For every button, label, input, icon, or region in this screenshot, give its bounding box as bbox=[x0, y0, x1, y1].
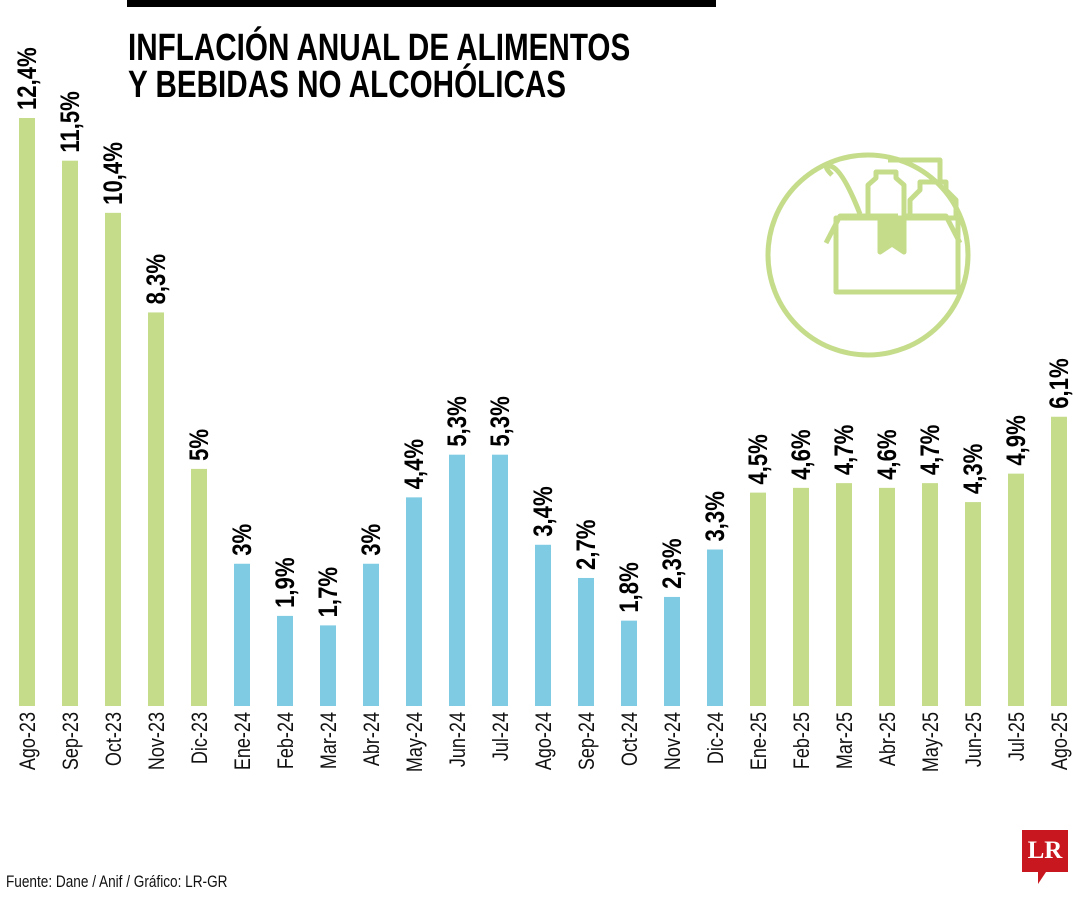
category-label: Feb-24 bbox=[274, 712, 298, 769]
lr-logo-tail bbox=[1038, 872, 1046, 884]
category-label: Abr-25 bbox=[876, 712, 900, 766]
title-rule bbox=[127, 0, 716, 7]
category-label: Jul-24 bbox=[489, 712, 513, 761]
value-label: 4,9% bbox=[1002, 415, 1032, 465]
category-label: Ago-24 bbox=[532, 712, 556, 770]
value-label: 4,6% bbox=[787, 429, 817, 479]
value-label: 5,3% bbox=[443, 396, 473, 446]
bar-Sep-23 bbox=[62, 160, 78, 706]
bar-Feb-24 bbox=[277, 615, 293, 706]
value-label: 12,4% bbox=[13, 47, 43, 110]
bar-Abr-25 bbox=[879, 487, 895, 706]
category-label: Oct-24 bbox=[618, 712, 642, 766]
category-label: Dic-23 bbox=[188, 712, 212, 764]
category-label: Ago-25 bbox=[1048, 712, 1072, 770]
category-label: Nov-23 bbox=[145, 712, 169, 770]
value-label: 1,8% bbox=[615, 562, 645, 612]
bar-Mar-25 bbox=[836, 483, 852, 706]
value-label: 4,4% bbox=[400, 439, 430, 489]
category-label: Dic-24 bbox=[704, 712, 728, 764]
bar-Mar-24 bbox=[320, 625, 336, 706]
category-label: Oct-23 bbox=[102, 712, 126, 766]
category-label: Sep-24 bbox=[575, 712, 599, 770]
bar-Ago-25 bbox=[1051, 416, 1067, 706]
value-label: 1,9% bbox=[271, 557, 301, 607]
category-label: Ago-23 bbox=[16, 712, 40, 770]
bar-Ene-25 bbox=[750, 492, 766, 706]
value-label: 5,3% bbox=[486, 396, 516, 446]
chart-title-line-2: Y BEBIDAS NO ALCOHÓLICAS bbox=[128, 64, 567, 106]
category-label: Mar-24 bbox=[317, 712, 341, 769]
chart-title-line-1: INFLACIÓN ANUAL DE ALIMENTOS bbox=[128, 27, 631, 69]
value-label: 4,7% bbox=[830, 425, 860, 475]
bar-Ago-24 bbox=[535, 544, 551, 706]
value-label: 4,3% bbox=[959, 444, 989, 494]
bar-Feb-25 bbox=[793, 487, 809, 706]
bar-Nov-23 bbox=[148, 312, 164, 706]
category-label: Jun-24 bbox=[446, 712, 470, 767]
value-label: 3,3% bbox=[701, 491, 731, 541]
value-label: 3% bbox=[357, 524, 387, 556]
category-label: Sep-23 bbox=[59, 712, 83, 770]
bar-Oct-23 bbox=[105, 212, 121, 706]
grocery-bag-icon bbox=[765, 152, 971, 358]
value-label: 8,3% bbox=[142, 254, 172, 304]
value-label: 5% bbox=[185, 429, 215, 461]
value-label: 3,4% bbox=[529, 486, 559, 536]
bar-May-25 bbox=[922, 483, 938, 706]
bar-Jul-24 bbox=[492, 454, 508, 706]
category-label: Nov-24 bbox=[661, 712, 685, 770]
value-label: 10,4% bbox=[99, 142, 129, 205]
bar-May-24 bbox=[406, 497, 422, 706]
bar-Dic-24 bbox=[707, 549, 723, 706]
bar-Abr-24 bbox=[363, 563, 379, 706]
category-label: Abr-24 bbox=[360, 712, 384, 766]
category-label: Jul-25 bbox=[1005, 712, 1029, 761]
value-label: 1,7% bbox=[314, 567, 344, 617]
category-label: Jun-25 bbox=[962, 712, 986, 767]
value-label: 6,1% bbox=[1045, 358, 1075, 408]
bar-Nov-24 bbox=[664, 596, 680, 706]
category-label: Feb-25 bbox=[790, 712, 814, 769]
bar-Jun-24 bbox=[449, 454, 465, 706]
value-label: 4,7% bbox=[916, 425, 946, 475]
category-label: May-25 bbox=[919, 712, 943, 772]
bar-Dic-23 bbox=[191, 468, 207, 706]
value-label: 3% bbox=[228, 524, 258, 556]
value-label: 4,5% bbox=[744, 434, 774, 484]
value-label: 2,3% bbox=[658, 538, 688, 588]
source-note: Fuente: Dane / Anif / Gráfico: LR-GR bbox=[6, 872, 228, 891]
lr-logo: LR bbox=[1022, 830, 1068, 872]
value-label: 4,6% bbox=[873, 429, 903, 479]
bar-Ago-23 bbox=[19, 118, 35, 706]
bar-Jul-25 bbox=[1008, 473, 1024, 706]
bar-Sep-24 bbox=[578, 577, 594, 706]
value-label: 2,7% bbox=[572, 519, 602, 569]
bar-Jun-25 bbox=[965, 502, 981, 706]
bar-Ene-24 bbox=[234, 563, 250, 706]
category-label: Ene-24 bbox=[231, 712, 255, 770]
category-label: Mar-25 bbox=[833, 712, 857, 769]
bar-Oct-24 bbox=[621, 620, 637, 706]
category-label: Ene-25 bbox=[747, 712, 771, 770]
category-label: May-24 bbox=[403, 712, 427, 772]
value-label: 11,5% bbox=[56, 91, 86, 153]
